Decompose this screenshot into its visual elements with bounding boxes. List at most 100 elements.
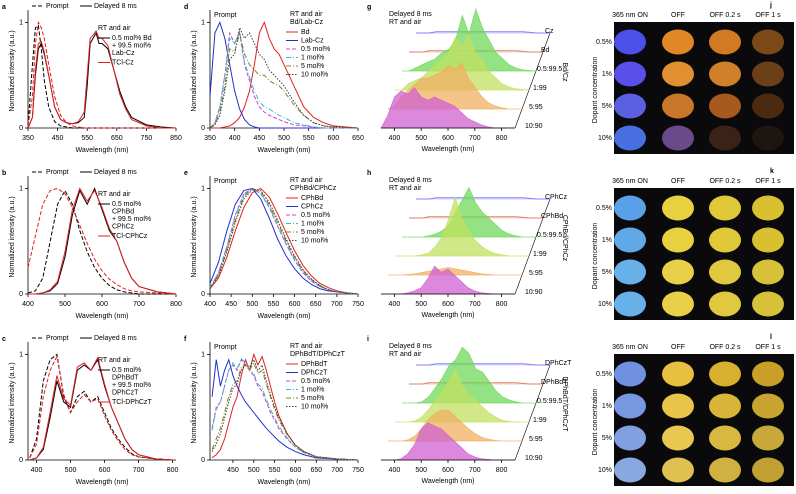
series-label: 5:95: [529, 104, 543, 111]
panel-letter: h: [367, 170, 371, 177]
legend-label: 0.5 mol% Bd: [112, 35, 152, 42]
panel: d01350400450500550600650Wavelength (nm)N…: [184, 4, 364, 154]
y-tick-label: 0: [19, 125, 23, 132]
x-tick-label: 500: [246, 301, 258, 308]
x-tick-label: 600: [327, 135, 339, 142]
sample-spot: [752, 62, 784, 87]
panel: gCzBd0.5:99.51:995:9510:9040050060070080…: [367, 4, 568, 153]
column-header: 365 nm ON: [612, 12, 648, 19]
series-line: [212, 360, 358, 460]
sample-spot: [709, 362, 741, 387]
y-axis-title: Normalized intensity (a.u.): [9, 196, 16, 277]
row-label: 10%: [598, 135, 612, 142]
z-axis-title: DPhBdT/DPhCzT: [561, 377, 568, 433]
x-tick-label: 500: [415, 135, 427, 142]
x-tick-label: 600: [96, 301, 108, 308]
y-axis-title: Dopant concentration: [592, 57, 599, 124]
x-axis-title: Wavelength (nm): [75, 313, 128, 320]
legend-title: RT and air: [290, 343, 323, 350]
series-label: 5:95: [529, 436, 543, 443]
row-label: 10%: [598, 301, 612, 308]
x-tick-label: 550: [269, 467, 281, 474]
legend-label: 0.5 mol%: [301, 212, 330, 219]
series-line: [212, 359, 358, 460]
series-line: [30, 360, 173, 460]
panel-letter: l: [770, 334, 772, 341]
annotation: Delayed 8 ms: [389, 11, 432, 18]
legend-title: RT and air: [98, 25, 131, 32]
legend-label: CPhCz: [301, 203, 324, 210]
y-axis-title: Normalized intensity (a.u.): [9, 30, 16, 111]
y-tick-label: 1: [19, 185, 23, 192]
z-axis-title: Bd/Cz: [561, 62, 568, 82]
series-line: [212, 354, 358, 460]
y-axis-title: Dopant concentration: [592, 389, 599, 456]
y-axis-title: Normalized intensity (a.u.): [191, 196, 198, 277]
sample-spot: [752, 362, 784, 387]
series-label: 0.5:99.5: [537, 232, 562, 239]
legend-label: DPhBdT: [112, 374, 139, 381]
legend-label: 10 mol%: [301, 403, 328, 410]
sample-spot: [709, 458, 741, 483]
sample-spot: [614, 228, 646, 253]
sample-spot: [662, 30, 694, 55]
series-label: DPhCzT: [545, 360, 572, 367]
legend-label: Prompt: [46, 335, 69, 342]
sample-spot: [662, 126, 694, 151]
sample-spot: [662, 196, 694, 221]
sample-spot: [752, 458, 784, 483]
y-tick-label: 1: [19, 19, 23, 26]
x-axis-title: Wavelength (nm): [257, 147, 310, 154]
row-label: 0.5%: [596, 205, 612, 212]
x-tick-label: 800: [496, 467, 508, 474]
legend-label: TCl-DPhCzT: [112, 399, 152, 406]
column-header: OFF: [671, 178, 685, 185]
series-area: [381, 266, 515, 294]
legend-label: Prompt: [46, 3, 69, 10]
legend-label: 1 mol%: [301, 220, 324, 227]
legend-title: RT and air: [290, 177, 323, 184]
column-header: OFF 1 s: [755, 178, 781, 185]
x-tick-label: 700: [133, 301, 145, 308]
sample-spot: [614, 62, 646, 87]
x-tick-label: 650: [352, 135, 364, 142]
x-tick-label: 400: [31, 467, 43, 474]
y-tick-label: 0: [201, 125, 205, 132]
x-tick-label: 600: [99, 467, 111, 474]
series-line: [212, 360, 358, 460]
x-tick-label: 350: [22, 135, 34, 142]
y-tick-label: 1: [201, 351, 205, 358]
sample-spot: [709, 394, 741, 419]
z-axis-title: CPhBd/CPhCz: [561, 215, 568, 262]
panel-letter: e: [184, 170, 188, 177]
sample-spot: [614, 196, 646, 221]
panel: hCPhCzCPhBd0.5:99.51:995:9510:9040050060…: [367, 170, 568, 319]
x-tick-label: 550: [268, 301, 280, 308]
legend-title: RT and air: [98, 191, 131, 198]
legend-label: CPhBd: [301, 195, 323, 202]
series-line: [28, 26, 176, 128]
sample-spot: [662, 362, 694, 387]
row-label: 5%: [602, 269, 612, 276]
row-label: 0.5%: [596, 39, 612, 46]
series-label: 0.5:99.5: [537, 66, 562, 73]
x-tick-label: 500: [415, 301, 427, 308]
column-header: OFF 1 s: [755, 344, 781, 351]
legend-label: CPhBd: [112, 208, 134, 215]
row-label: 10%: [598, 467, 612, 474]
x-axis-title: Wavelength (nm): [421, 146, 474, 153]
sample-spot: [614, 126, 646, 151]
row-label: 5%: [602, 103, 612, 110]
x-tick-label: 500: [415, 467, 427, 474]
sample-spot: [752, 196, 784, 221]
sample-spot: [709, 126, 741, 151]
y-tick-label: 0: [19, 457, 23, 464]
x-tick-label: 700: [469, 135, 481, 142]
photo-panel: k365 nm ONOFFOFF 0.2 sOFF 1 s0.5%1%5%10%…: [592, 168, 794, 320]
y-tick-label: 1: [201, 185, 205, 192]
panel-letter: j: [769, 2, 772, 9]
x-tick-label: 350: [204, 135, 216, 142]
x-tick-label: 500: [248, 467, 260, 474]
sample-spot: [614, 30, 646, 55]
x-tick-label: 750: [352, 467, 364, 474]
